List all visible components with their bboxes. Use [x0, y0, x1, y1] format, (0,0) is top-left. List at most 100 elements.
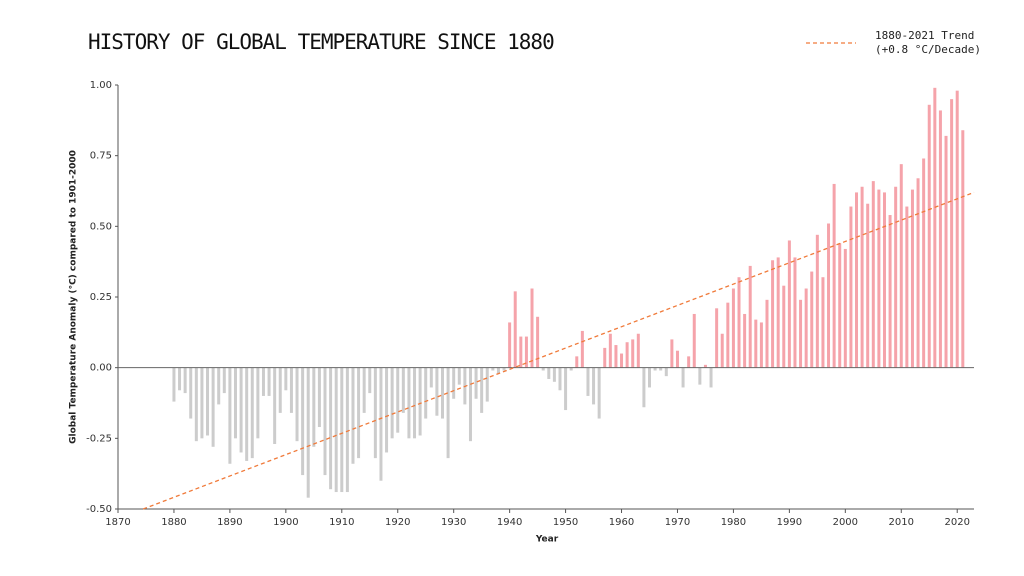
bar — [552, 367, 556, 382]
bar — [687, 356, 691, 368]
y-tick-label: 1.00 — [90, 80, 112, 91]
y-tick-label: 0.00 — [90, 363, 112, 374]
bar — [206, 367, 210, 436]
bar — [390, 367, 394, 439]
bar — [659, 367, 663, 371]
bar — [278, 367, 282, 413]
bar — [821, 277, 825, 368]
bar — [787, 240, 791, 368]
bar — [564, 367, 568, 411]
bar — [754, 319, 758, 368]
bar — [317, 367, 321, 428]
bar — [905, 206, 909, 368]
bar — [362, 367, 366, 413]
bar — [603, 347, 607, 368]
trend-line — [142, 191, 975, 510]
bar — [899, 164, 903, 368]
bar — [267, 367, 271, 396]
x-tick-label: 1940 — [497, 517, 522, 528]
bar — [726, 302, 730, 368]
y-axis-label: Global Temperature Anomaly (°C) compared… — [69, 150, 79, 444]
bar — [759, 322, 763, 368]
bar — [289, 367, 293, 413]
bar — [211, 367, 215, 447]
bar — [541, 367, 545, 371]
x-tick-label: 1980 — [721, 517, 746, 528]
bar — [871, 181, 875, 368]
bar — [340, 367, 344, 493]
bar — [558, 367, 562, 391]
bar — [648, 367, 652, 388]
bar — [877, 189, 881, 368]
bar — [955, 90, 959, 368]
bar — [715, 308, 719, 368]
bar — [334, 367, 338, 493]
bar — [910, 189, 914, 368]
bar — [675, 350, 679, 368]
bar — [580, 330, 584, 368]
y-tick-label: -0.50 — [86, 504, 112, 515]
bar — [944, 135, 948, 368]
bar — [843, 248, 847, 368]
x-tick-label: 2000 — [833, 517, 858, 528]
bar — [429, 367, 433, 388]
bar — [424, 367, 428, 419]
legend-label: (+0.8 °C/Decade) — [875, 43, 981, 56]
bar — [961, 130, 965, 368]
bar — [860, 186, 864, 368]
x-tick-label: 1950 — [553, 517, 578, 528]
x-axis-label: Year — [535, 535, 559, 545]
bar — [642, 367, 646, 408]
bar — [491, 367, 495, 371]
bar — [172, 367, 176, 402]
bar — [401, 367, 405, 413]
bar — [440, 367, 444, 419]
bar — [301, 367, 305, 476]
bar — [217, 367, 221, 405]
bar — [771, 260, 775, 368]
x-tick-label: 1890 — [217, 517, 242, 528]
bar — [698, 367, 702, 385]
bar — [927, 104, 931, 368]
chart-title: HISTORY OF GLOBAL TEMPERATURE SINCE 1880 — [88, 30, 554, 54]
bar — [938, 110, 942, 368]
bar — [933, 87, 937, 368]
bar — [793, 257, 797, 368]
bar — [189, 367, 193, 419]
bar — [385, 367, 389, 453]
bar — [194, 367, 198, 442]
x-tick-label: 2010 — [889, 517, 914, 528]
bar — [496, 367, 500, 374]
bar — [664, 367, 668, 377]
bar — [866, 203, 870, 368]
bar — [245, 367, 249, 461]
bar — [882, 192, 886, 368]
x-tick-label: 1910 — [329, 517, 354, 528]
y-tick-label: 0.25 — [90, 292, 112, 303]
bar — [368, 367, 372, 394]
bar — [256, 367, 260, 439]
bar — [625, 342, 629, 368]
y-tick-label: -0.25 — [86, 433, 112, 444]
bar — [569, 367, 573, 371]
bar — [502, 367, 506, 371]
bar — [620, 353, 624, 368]
bar — [743, 313, 747, 368]
bar — [614, 345, 618, 368]
bar — [799, 299, 803, 368]
bar — [737, 277, 741, 368]
bar — [435, 367, 439, 416]
bar — [804, 288, 808, 368]
bar — [519, 336, 523, 368]
bar — [357, 367, 361, 459]
legend-label: 1880-2021 Trend — [875, 29, 974, 42]
bar — [524, 336, 528, 368]
bar — [178, 367, 182, 391]
x-tick-label: 1880 — [161, 517, 186, 528]
bar — [273, 367, 277, 444]
bar — [183, 367, 187, 394]
bar — [575, 356, 579, 368]
bar — [239, 367, 243, 453]
bar — [222, 367, 226, 394]
